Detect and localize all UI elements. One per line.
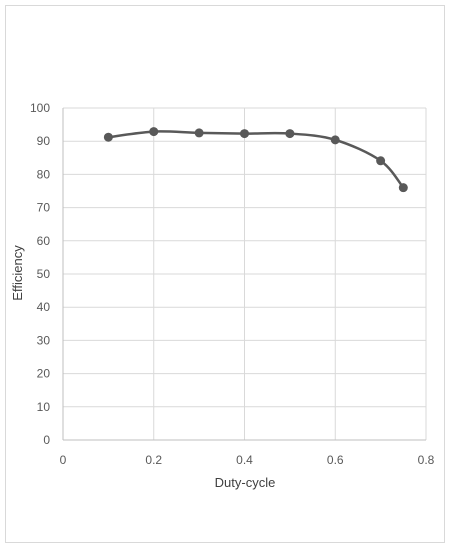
y-tick-label-10: 100 bbox=[30, 101, 50, 115]
data-point-0-0 bbox=[103, 132, 113, 142]
series-line-0 bbox=[107, 130, 405, 189]
x-tick-label-1: 0.2 bbox=[145, 453, 162, 467]
series bbox=[103, 127, 408, 193]
x-tick-label-0: 0 bbox=[60, 453, 67, 467]
y-tick-label-3: 30 bbox=[37, 333, 51, 347]
y-tick-label-4: 40 bbox=[37, 300, 51, 314]
gridlines bbox=[63, 107, 427, 440]
y-tick-label-9: 90 bbox=[37, 134, 51, 148]
y-tick-label-2: 20 bbox=[37, 367, 51, 381]
y-tick-label-0: 0 bbox=[43, 433, 50, 447]
data-point-0-2 bbox=[194, 128, 204, 138]
y-tick-label-6: 60 bbox=[37, 234, 51, 248]
x-axis-title: Duty-cycle bbox=[215, 475, 276, 490]
y-tick-label-7: 70 bbox=[37, 201, 51, 215]
x-tick-label-3: 0.6 bbox=[327, 453, 344, 467]
y-tick-label-8: 80 bbox=[37, 167, 51, 181]
data-point-0-6 bbox=[376, 156, 386, 166]
x-tick-label-2: 0.4 bbox=[236, 453, 253, 467]
x-tick-label-4: 0.8 bbox=[418, 453, 435, 467]
axes bbox=[62, 108, 426, 441]
y-axis-title: Efficiency bbox=[10, 245, 25, 301]
y-tick-label-1: 10 bbox=[37, 400, 51, 414]
data-point-0-7 bbox=[398, 183, 408, 193]
data-point-0-1 bbox=[149, 127, 159, 137]
data-point-0-3 bbox=[240, 129, 249, 139]
y-tick-label-5: 50 bbox=[37, 267, 51, 281]
x-tick-labels: 0 0.2 0.4 0.6 0.8 bbox=[60, 453, 435, 467]
y-tick-labels: 0 10 20 30 40 50 60 70 80 90 100 bbox=[30, 101, 50, 447]
data-point-0-4 bbox=[285, 129, 295, 139]
data-point-0-5 bbox=[330, 135, 340, 145]
